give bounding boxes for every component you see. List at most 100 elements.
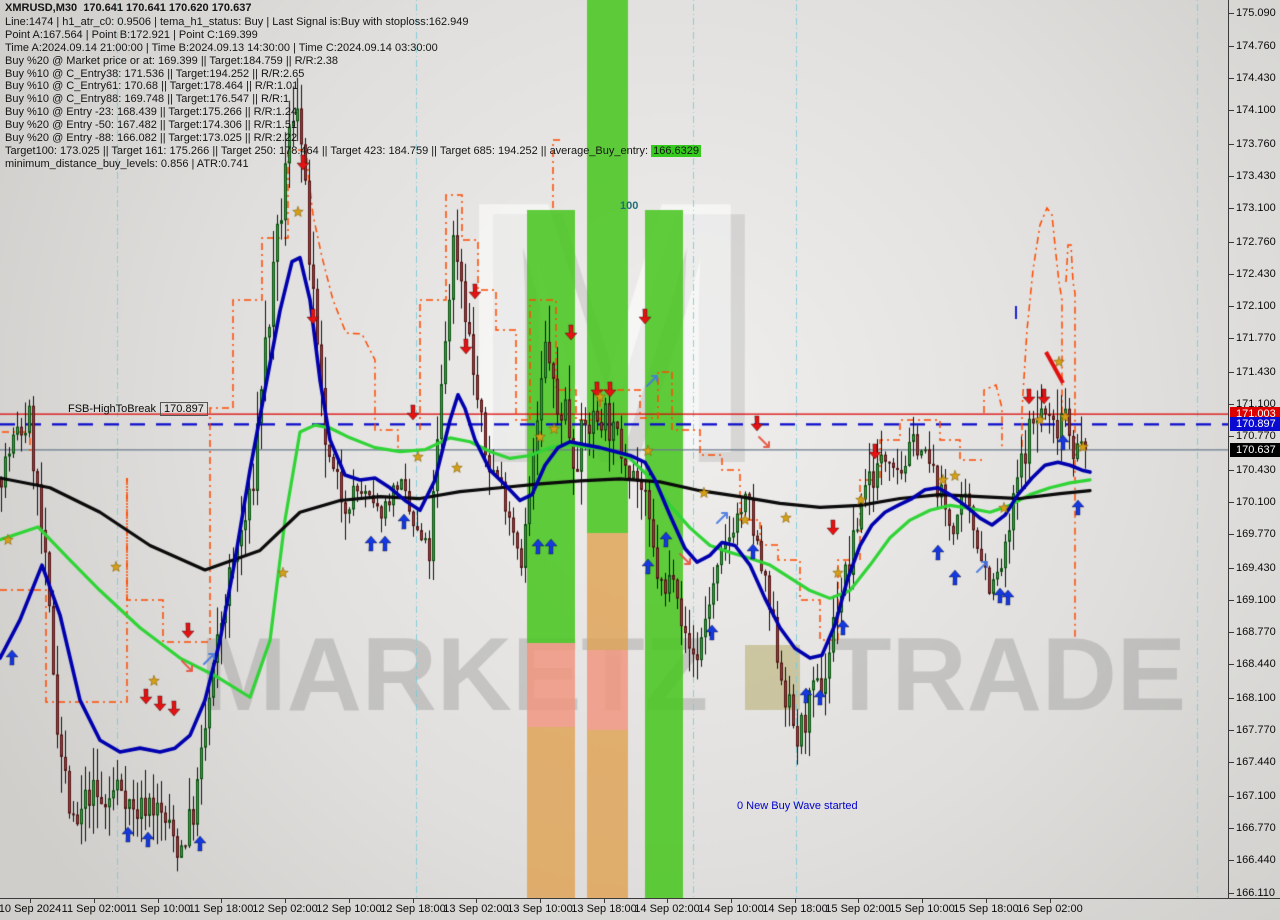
- price-tick: [1229, 78, 1234, 80]
- price-tick: [1229, 892, 1234, 894]
- info-line: Line:1474 | h1_atr_c0: 0.9506 | tema_h1_…: [5, 16, 701, 29]
- time-axis-label: 11 Sep 18:00: [188, 903, 254, 915]
- price-tick: [1229, 469, 1234, 471]
- price-tick: [1229, 534, 1234, 536]
- time-tick: [604, 899, 605, 903]
- time-tick: [986, 899, 987, 903]
- price-axis-label: 173.430: [1236, 169, 1276, 182]
- price-axis-label: 167.770: [1236, 724, 1276, 737]
- price-tick: [1229, 13, 1234, 15]
- info-panel: XMRUSD,M30 170.641 170.641 170.620 170.6…: [5, 2, 701, 171]
- price-tick: [1229, 45, 1234, 47]
- time-tick: [540, 899, 541, 903]
- price-tick: [1229, 567, 1234, 569]
- time-tick: [30, 899, 31, 903]
- price-tick: [1229, 599, 1234, 601]
- price-tick: [1229, 632, 1234, 634]
- time-axis-label: 15 Sep 18:00: [953, 903, 1019, 915]
- price-tick: [1229, 730, 1234, 732]
- price-tick: [1229, 860, 1234, 862]
- price-chart-canvas[interactable]: [0, 0, 1228, 898]
- time-tick: [795, 899, 796, 903]
- price-axis-label: 169.430: [1236, 561, 1276, 574]
- price-axis-label: 166.440: [1236, 854, 1276, 867]
- time-axis-label: 14 Sep 02:00: [634, 903, 700, 915]
- info-text: minimum_distance_buy_levels: 0.856 | ATR…: [5, 157, 249, 170]
- price-axis-label: 172.760: [1236, 235, 1276, 248]
- info-line: Buy %20 @ Entry -50: 167.482 || Target:1…: [5, 119, 701, 132]
- price-tick: [1229, 664, 1234, 666]
- price-tick: [1229, 143, 1234, 145]
- price-axis-label: 175.090: [1236, 7, 1276, 20]
- price-axis-label: 170.430: [1236, 463, 1276, 476]
- buy-wave-note: 0 New Buy Wave started: [737, 800, 858, 812]
- price-tick: [1229, 273, 1234, 275]
- price-tick: [1229, 371, 1234, 373]
- info-text: Target100: 173.025 || Target 161: 175.26…: [5, 144, 652, 157]
- price-tick: [1229, 175, 1234, 177]
- info-text: Line:1474 | h1_atr_c0: 0.9506 | tema_h1_…: [5, 15, 469, 28]
- price-tick: [1229, 501, 1234, 503]
- price-axis-label: 166.110: [1236, 886, 1275, 899]
- price-axis-label: 171.770: [1236, 332, 1276, 345]
- time-tick: [731, 899, 732, 903]
- time-axis-label: 14 Sep 10:00: [698, 903, 764, 915]
- price-tick: [1229, 241, 1234, 243]
- price-tick: [1229, 404, 1234, 406]
- info-text: Buy %20 @ Entry -50: 167.482 || Target:1…: [5, 119, 298, 132]
- price-tick: [1229, 208, 1234, 210]
- price-axis-label: 170.100: [1236, 495, 1276, 508]
- price-axis-label: 169.770: [1236, 528, 1276, 541]
- time-axis-label: 15 Sep 02:00: [825, 903, 891, 915]
- time-tick: [221, 899, 222, 903]
- time-axis-label: 16 Sep 02:00: [1017, 903, 1083, 915]
- time-tick: [922, 899, 923, 903]
- info-line: Time A:2024.09.14 21:00:00 | Time B:2024…: [5, 42, 701, 55]
- info-text: XMRUSD,M30 170.641 170.641 170.620 170.6…: [5, 2, 252, 14]
- price-axis[interactable]: 175.090 174.760 174.430 174.100 173.760 173.4…: [1228, 0, 1280, 899]
- info-line: Buy %20 @ Market price or at: 169.399 ||…: [5, 55, 701, 68]
- band-target-label: 100: [620, 200, 639, 212]
- time-axis[interactable]: 10 Sep 2024 11 Sep 02:00 11 Sep 10:00 11 Se…: [0, 898, 1280, 920]
- price-axis-label: 172.100: [1236, 300, 1276, 313]
- time-tick: [285, 899, 286, 903]
- info-line: Point A:167.564 | Point B:172.921 | Poin…: [5, 29, 701, 42]
- info-line: minimum_distance_buy_levels: 0.856 | ATR…: [5, 158, 701, 171]
- fsb-label-value: 170.897: [160, 402, 208, 416]
- time-tick: [476, 899, 477, 903]
- time-axis-label: 13 Sep 10:00: [507, 903, 573, 915]
- time-axis-label: 12 Sep 10:00: [316, 903, 382, 915]
- price-axis-label: 168.100: [1236, 691, 1276, 704]
- info-line: Buy %10 @ C_Entry88: 169.748 || Target:1…: [5, 93, 701, 106]
- info-line: XMRUSD,M30 170.641 170.641 170.620 170.6…: [5, 2, 701, 15]
- info-text: Buy %10 @ C_Entry88: 169.748 || Target:1…: [5, 93, 290, 106]
- info-line: Buy %20 @ Entry -88: 166.082 || Target:1…: [5, 132, 701, 145]
- time-axis-label: 11 Sep 10:00: [125, 903, 191, 915]
- price-tick: [1229, 306, 1234, 308]
- info-text: Time A:2024.09.14 21:00:00 | Time B:2024…: [5, 41, 438, 54]
- price-tick: [1229, 436, 1234, 438]
- info-text: Buy %10 @ C_Entry61: 170.68 || Target:17…: [5, 80, 299, 93]
- info-text: Buy %20 @ Entry -88: 166.082 || Target:1…: [5, 132, 298, 145]
- time-tick: [858, 899, 859, 903]
- price-axis-label: 173.100: [1236, 202, 1276, 215]
- price-axis-label: 174.760: [1236, 39, 1276, 52]
- info-line: Buy %10 @ Entry -23: 168.439 || Target:1…: [5, 106, 701, 119]
- fsb-label-text: FSB-HighToBreak: [68, 403, 157, 415]
- time-axis-label: 12 Sep 02:00: [252, 903, 318, 915]
- price-axis-label: 169.100: [1236, 593, 1276, 606]
- price-tick: [1229, 338, 1234, 340]
- time-tick: [1050, 899, 1051, 903]
- price-tick: [1229, 110, 1234, 112]
- time-axis-label: 15 Sep 10:00: [889, 903, 955, 915]
- info-line: Buy %10 @ C_Entry61: 170.68 || Target:17…: [5, 80, 701, 93]
- price-tick: [1229, 827, 1234, 829]
- price-axis-label: 167.100: [1236, 789, 1276, 802]
- time-axis-label: 12 Sep 18:00: [380, 903, 446, 915]
- info-text: Point A:167.564 | Point B:172.921 | Poin…: [5, 28, 258, 41]
- time-axis-label: 11 Sep 02:00: [61, 903, 127, 915]
- info-line: Target100: 173.025 || Target 161: 175.26…: [5, 144, 701, 158]
- info-text: Buy %10 @ C_Entry38: 171.536 || Target:1…: [5, 67, 305, 80]
- time-tick: [349, 899, 350, 903]
